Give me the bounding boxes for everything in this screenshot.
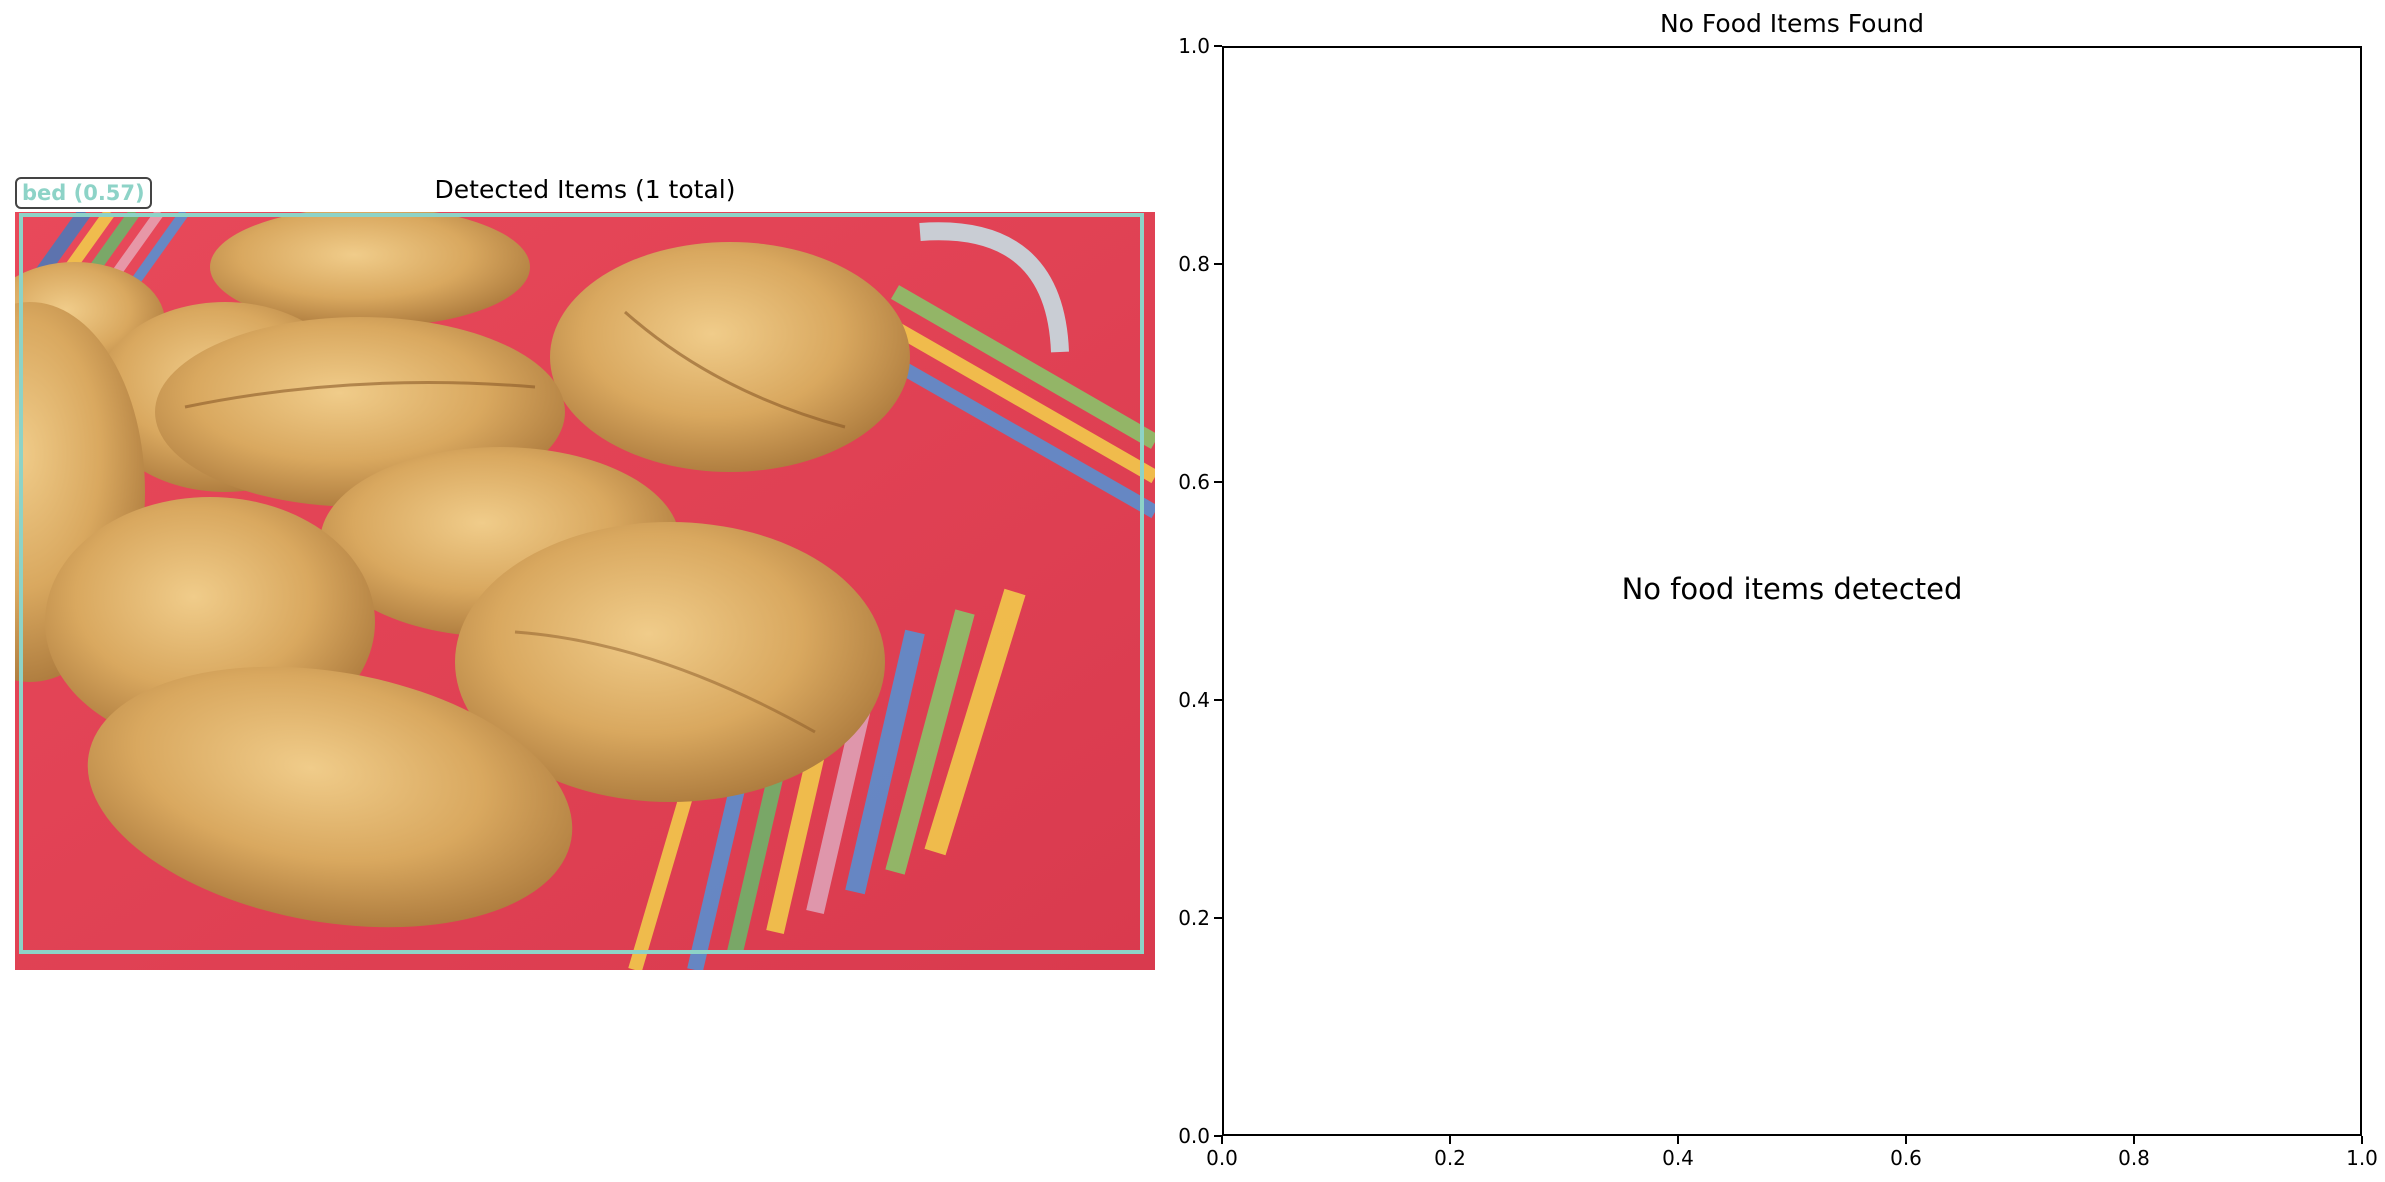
x-tick-label: 0.0 bbox=[1206, 1146, 1238, 1170]
x-tick-label: 0.2 bbox=[1434, 1146, 1466, 1170]
y-tick-label: 0.4 bbox=[1178, 688, 1210, 712]
y-tick-label: 1.0 bbox=[1178, 34, 1210, 58]
x-tick-mark bbox=[1905, 1136, 1907, 1144]
y-tick-label: 0.8 bbox=[1178, 252, 1210, 276]
y-tick-mark bbox=[1214, 45, 1222, 47]
y-tick-mark bbox=[1214, 917, 1222, 919]
bread-basket-photo bbox=[15, 212, 1155, 970]
detection-box bbox=[19, 213, 1144, 954]
x-tick-mark bbox=[1677, 1136, 1679, 1144]
x-tick-label: 0.4 bbox=[1662, 1146, 1694, 1170]
x-tick-mark bbox=[1449, 1136, 1451, 1144]
detected-items-title: Detected Items (1 total) bbox=[434, 175, 736, 204]
x-tick-label: 0.6 bbox=[1890, 1146, 1922, 1170]
x-tick-mark bbox=[2361, 1136, 2363, 1144]
y-tick-mark bbox=[1214, 263, 1222, 265]
plot-area bbox=[1222, 46, 2362, 1136]
chart-title: No Food Items Found bbox=[1659, 9, 1925, 38]
y-tick-label: 0.6 bbox=[1178, 470, 1210, 494]
y-tick-label: 0.2 bbox=[1178, 906, 1210, 930]
detection-label: bed (0.57) bbox=[15, 177, 152, 209]
no-items-message: No food items detected bbox=[1621, 572, 1963, 606]
y-tick-label: 0.0 bbox=[1178, 1124, 1210, 1148]
x-tick-label: 0.8 bbox=[2118, 1146, 2150, 1170]
x-tick-label: 1.0 bbox=[2346, 1146, 2378, 1170]
y-tick-mark bbox=[1214, 1135, 1222, 1137]
x-tick-mark bbox=[1221, 1136, 1223, 1144]
x-tick-mark bbox=[2133, 1136, 2135, 1144]
y-tick-mark bbox=[1214, 481, 1222, 483]
y-tick-mark bbox=[1214, 699, 1222, 701]
